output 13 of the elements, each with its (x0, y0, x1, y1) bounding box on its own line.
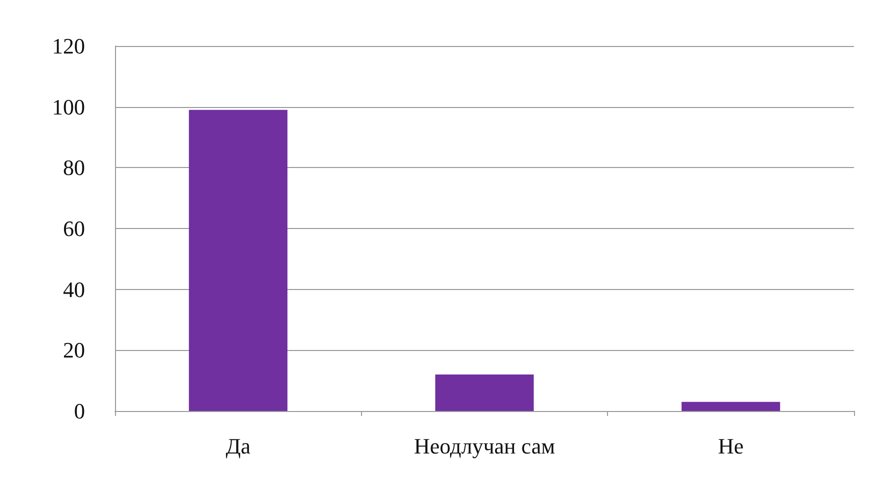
bar (682, 402, 780, 411)
y-tick-label: 100 (52, 94, 85, 120)
y-tick-label: 60 (63, 216, 85, 241)
y-tick-label: 0 (74, 398, 85, 424)
y-tick-label: 80 (63, 155, 85, 180)
y-tick-label: 20 (63, 338, 85, 363)
y-tick-label: 120 (52, 34, 85, 58)
bar (188, 110, 288, 411)
y-tick-label: 40 (63, 276, 85, 302)
x-tick-label: Не (718, 434, 744, 458)
x-tick-label: Да (226, 434, 251, 458)
x-tick-label: Неодлучан сам (414, 434, 556, 458)
bar (435, 374, 534, 411)
